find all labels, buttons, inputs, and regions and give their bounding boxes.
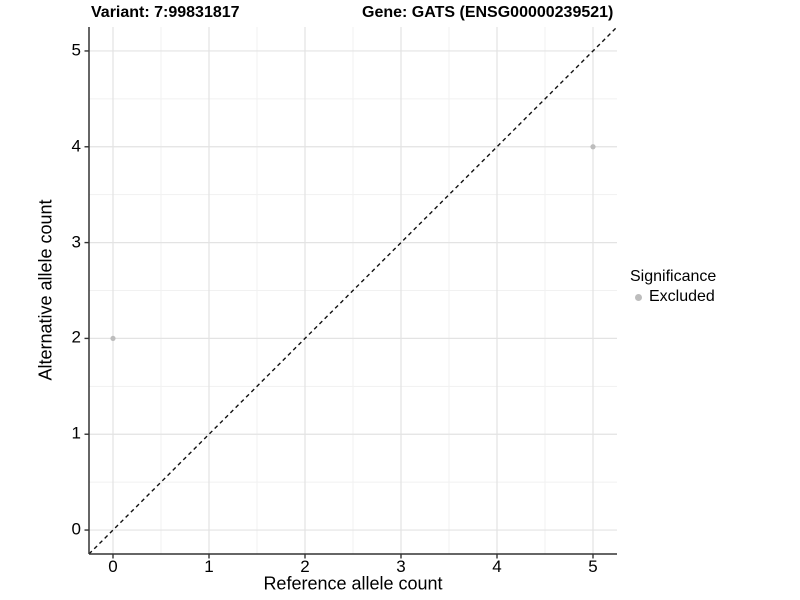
x-tick-label: 4 (492, 557, 502, 576)
legend-key-dot-icon (635, 293, 642, 301)
y-tick-label: 5 (71, 40, 81, 60)
data-point (590, 144, 596, 150)
y-tick-label: 3 (71, 231, 81, 251)
data-point (110, 335, 116, 342)
legend-item-label: Excluded (649, 288, 715, 305)
legend: Significance Excluded (630, 268, 716, 306)
x-tick-label: 2 (300, 557, 310, 576)
x-tick-label: 0 (108, 557, 118, 576)
legend-title: Significance (630, 268, 717, 285)
y-tick-label: 2 (71, 327, 81, 347)
legend-item-excluded: Excluded (630, 288, 716, 306)
y-tick-label: 4 (71, 136, 81, 156)
x-axis-title: Reference allele count (263, 573, 443, 594)
y-tick-label: 1 (71, 423, 81, 443)
x-tick-label: 3 (396, 557, 406, 576)
x-tick-label: 5 (588, 557, 598, 576)
plot-title-gene: Gene: GATS (ENSG00000239521) (362, 4, 614, 21)
identity-dashed-line (88, 26, 618, 555)
y-tick-label: 0 (71, 519, 81, 539)
y-axis-title: Alternative allele count (35, 199, 56, 381)
plot-title-variant: Variant: 7:99831817 (91, 4, 240, 21)
x-tick-label: 1 (204, 557, 214, 576)
